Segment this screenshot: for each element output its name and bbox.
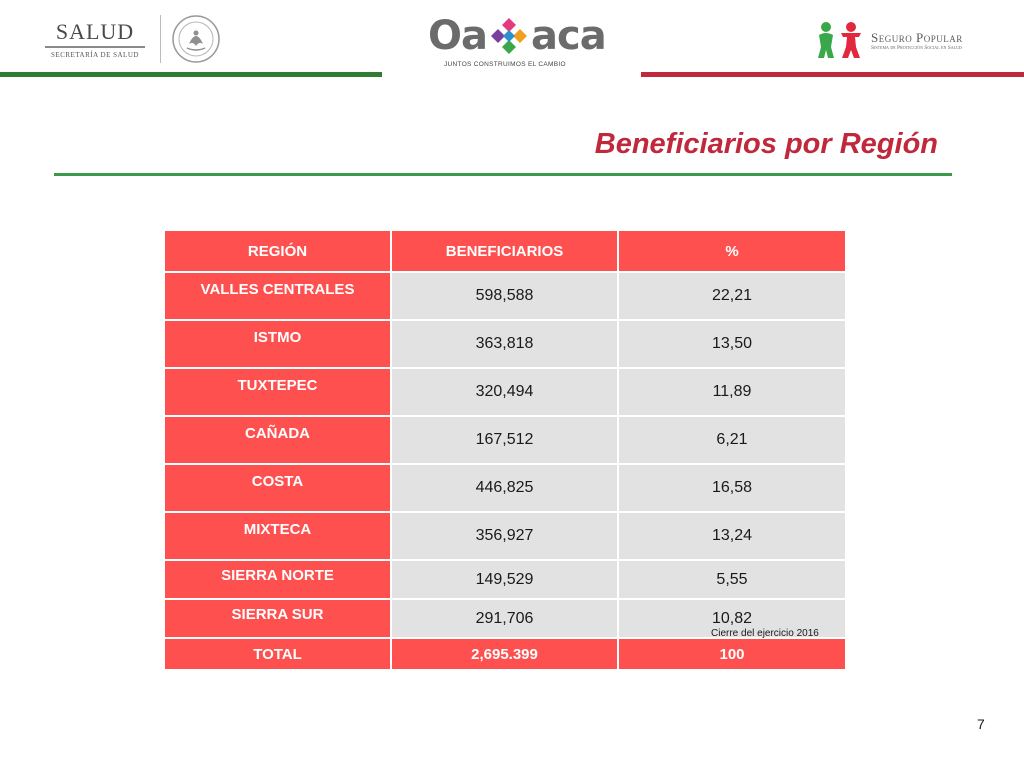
table-row: COSTA 446,825 16,58 <box>163 463 847 513</box>
seguro-popular-wordmark: Seguro Popular Sistema de Protección Soc… <box>871 30 963 51</box>
beneficiarios-cell: 320,494 <box>390 367 619 417</box>
region-cell: TUXTEPEC <box>163 367 392 417</box>
region-cell: ISTMO <box>163 319 392 369</box>
region-cell: SIERRA NORTE <box>163 559 392 600</box>
salud-subtitle: SECRETARÍA DE SALUD <box>51 50 139 59</box>
beneficiarios-cell: 446,825 <box>390 463 619 513</box>
region-cell: SIERRA SUR <box>163 598 392 639</box>
total-beneficiarios: 2,695.399 <box>390 637 619 671</box>
oaxaca-x-icon <box>491 18 527 54</box>
oaxaca-wordmark: Oa aca <box>428 13 607 59</box>
beneficiarios-cell: 291,706 <box>390 598 619 639</box>
table-row: ISTMO 363,818 13,50 <box>163 319 847 369</box>
total-percent: 100 <box>617 637 847 671</box>
total-row: TOTAL 2,695.399 100 <box>163 637 847 671</box>
region-cell: MIXTECA <box>163 511 392 561</box>
seguro-popular-logo: Seguro Popular Sistema de Protección Soc… <box>815 20 990 60</box>
table-row: TUXTEPEC 320,494 11,89 <box>163 367 847 417</box>
seguro-popular-subtitle: Sistema de Protección Social en Salud <box>871 44 962 51</box>
total-label: TOTAL <box>163 637 392 671</box>
salud-logo: SALUD SECRETARÍA DE SALUD <box>40 12 230 66</box>
table-row: SIERRA NORTE 149,529 5,55 <box>163 559 847 600</box>
page-title: Beneficiarios por Región <box>594 128 938 160</box>
logo-separator <box>160 15 161 63</box>
table-header-row: REGIÓN BENEFICIARIOS % <box>163 229 847 273</box>
salud-wordmark: SALUD SECRETARÍA DE SALUD <box>40 18 150 59</box>
oaxaca-tagline: JUNTOS CONSTRUIMOS EL CAMBIO <box>444 61 566 68</box>
region-cell: VALLES CENTRALES <box>163 271 392 321</box>
salud-name: SALUD <box>55 18 135 44</box>
percent-cell: 6,21 <box>617 415 847 465</box>
salud-divider <box>45 45 145 48</box>
beneficiarios-cell: 598,588 <box>390 271 619 321</box>
seguro-popular-name: Seguro Popular <box>871 29 963 45</box>
oaxaca-name-right: aca <box>531 13 607 59</box>
header-region: REGIÓN <box>163 229 392 273</box>
beneficiarios-cell: 363,818 <box>390 319 619 369</box>
beneficiarios-cell: 149,529 <box>390 559 619 600</box>
header-percent: % <box>617 229 847 273</box>
oaxaca-name-left: Oa <box>428 13 488 59</box>
beneficiarios-cell: 356,927 <box>390 511 619 561</box>
beneficiaries-table: REGIÓN BENEFICIARIOS % VALLES CENTRALES … <box>163 229 847 671</box>
family-figures-icon <box>818 22 861 58</box>
percent-cell: 10,82 <box>617 598 847 639</box>
percent-cell: 22,21 <box>617 271 847 321</box>
percent-cell: 13,24 <box>617 511 847 561</box>
table-row: CAÑADA 167,512 6,21 <box>163 415 847 465</box>
percent-cell: 13,50 <box>617 319 847 369</box>
percent-cell: 5,55 <box>617 559 847 600</box>
percent-cell: 16,58 <box>617 463 847 513</box>
title-underline <box>54 173 952 176</box>
table-row: SIERRA SUR 291,706 10,82 <box>163 598 847 639</box>
region-cell: CAÑADA <box>163 415 392 465</box>
percent-cell: 11,89 <box>617 367 847 417</box>
source-note: Cierre del ejercicio 2016 <box>711 628 819 639</box>
beneficiarios-cell: 167,512 <box>390 415 619 465</box>
oaxaca-logo: Oa aca JUNTOS CONSTRUIMOS EL CAMBIO <box>428 14 607 74</box>
mexico-seal-icon <box>172 15 220 63</box>
region-cell: COSTA <box>163 463 392 513</box>
header-beneficiarios: BENEFICIARIOS <box>390 229 619 273</box>
header-red-bar <box>641 72 1024 77</box>
header-green-bar <box>0 72 382 77</box>
page-number: 7 <box>977 716 985 732</box>
table-row: VALLES CENTRALES 598,588 22,21 <box>163 271 847 321</box>
table-row: MIXTECA 356,927 13,24 <box>163 511 847 561</box>
